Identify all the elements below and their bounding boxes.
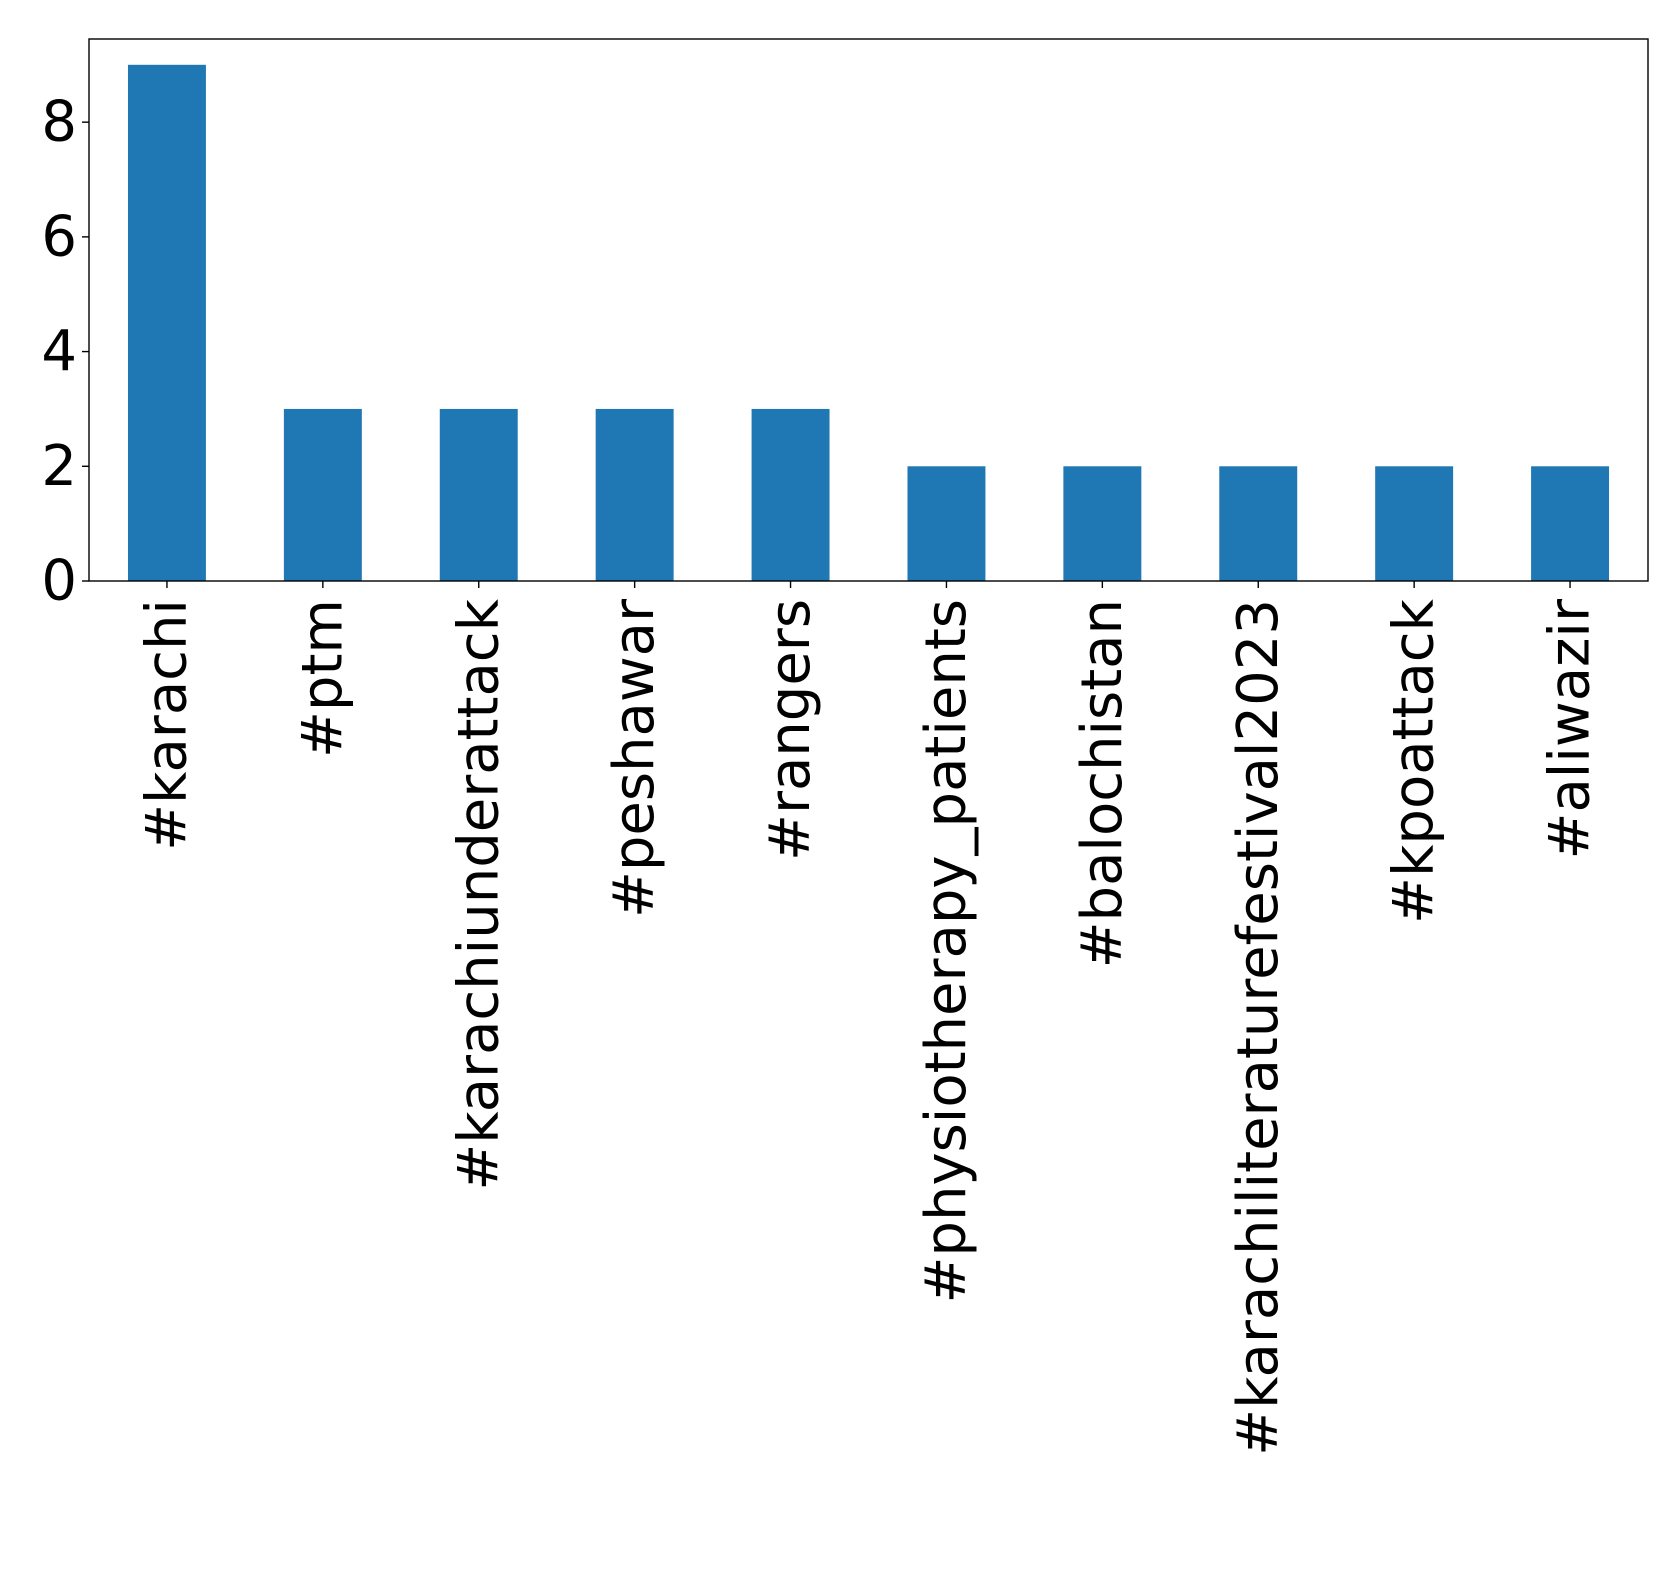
x-tick-label: #balochistan xyxy=(1070,599,1135,968)
x-tick-label: #aliwazir xyxy=(1538,598,1603,859)
y-tick-label: 0 xyxy=(41,549,77,614)
y-tick-label: 2 xyxy=(41,434,77,499)
x-tick-label: #karachiunderattack xyxy=(446,598,511,1190)
x-tick-label: #physiotherapy_patients xyxy=(914,599,979,1303)
y-tick-label: 4 xyxy=(41,319,77,384)
x-axis: #karachi #ptm #karachiunderattack #peshawar… xyxy=(134,581,1603,1456)
bar-karachiliteraturefestival2023 xyxy=(1219,466,1298,581)
bar-rangers xyxy=(751,408,830,581)
bar-aliwazir xyxy=(1531,466,1610,581)
bar-kpoattack xyxy=(1375,466,1454,581)
x-tick-label: #ptm xyxy=(290,599,355,758)
bar-peshawar xyxy=(595,408,674,581)
x-tick-label: #rangers xyxy=(758,599,823,861)
y-tick-label: 6 xyxy=(41,204,77,269)
x-tick-label: #karachiliteraturefestival2023 xyxy=(1226,599,1291,1456)
bar-karachi xyxy=(127,64,206,581)
bar-ptm xyxy=(283,408,362,581)
bar-physiotherapy-patients xyxy=(907,466,986,581)
y-axis: 0 2 4 6 8 xyxy=(41,90,89,614)
y-tick-label: 8 xyxy=(41,90,77,155)
x-tick-label: #peshawar xyxy=(602,598,667,918)
bar-balochistan xyxy=(1063,466,1142,581)
x-tick-label: #karachi xyxy=(134,599,199,851)
bars-group xyxy=(127,64,1610,581)
x-tick-label: #kpoattack xyxy=(1382,598,1447,923)
bar-karachiunderattack xyxy=(439,408,518,581)
plot-frame xyxy=(88,38,1649,582)
